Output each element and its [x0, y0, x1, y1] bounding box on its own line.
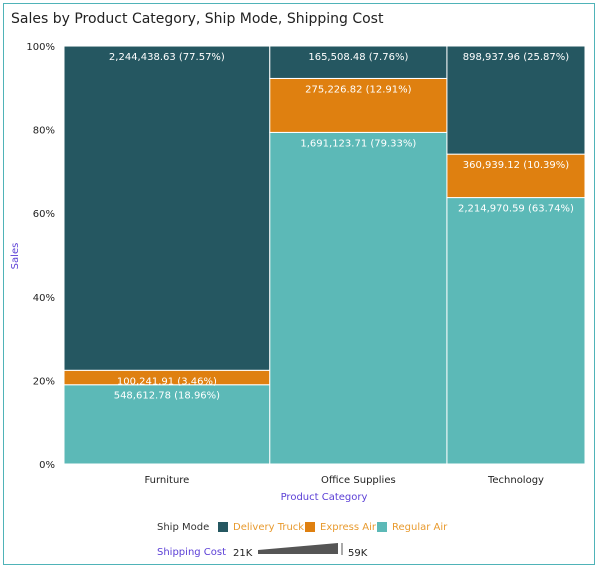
data-label-office-supplies-regular-air: 1,691,123.71 (79.33%): [300, 138, 416, 149]
y-tick-label: 80%: [33, 126, 55, 137]
ship-mode-legend: Ship Mode Delivery Truck Express Air Reg…: [157, 522, 448, 533]
y-axis: 0% 20% 40% 60% 80% 100%: [26, 42, 55, 471]
data-label-office-supplies-delivery-truck: 165,508.48 (7.76%): [308, 52, 408, 63]
legend-label-express-air[interactable]: Express Air: [320, 522, 377, 533]
chart-title: Sales by Product Category, Ship Mode, Sh…: [11, 11, 384, 27]
shipping-cost-size-legend: Shipping Cost 21K 59K: [157, 543, 368, 559]
bar-segment-furniture-regular-air[interactable]: [63, 384, 271, 465]
data-label-technology-delivery-truck: 898,937.96 (25.87%): [463, 52, 569, 63]
x-tick-label-office-supplies: Office Supplies: [321, 475, 396, 486]
bar-segment-office-supplies-regular-air[interactable]: [269, 131, 448, 465]
y-tick-label: 20%: [33, 376, 55, 387]
x-axis-title: Product Category: [281, 492, 368, 503]
bar-segment-furniture-delivery-truck[interactable]: [63, 45, 271, 371]
y-axis-title: Sales: [10, 243, 21, 270]
bar-segment-office-supplies-delivery-truck[interactable]: [269, 45, 448, 79]
legend-label-delivery-truck[interactable]: Delivery Truck: [233, 522, 304, 533]
data-label-furniture-express-air: 100,241.91 (3.46%): [117, 376, 217, 387]
size-legend-title: Shipping Cost: [157, 547, 226, 558]
bar-segments: [63, 45, 586, 465]
legend-swatch-express-air[interactable]: [305, 522, 315, 532]
data-label-furniture-regular-air: 548,612.78 (18.96%): [114, 391, 220, 402]
legend-title: Ship Mode: [157, 522, 209, 533]
x-tick-label-technology: Technology: [487, 475, 544, 486]
size-legend-wedge: [258, 543, 338, 554]
size-legend-max: 59K: [348, 548, 368, 559]
bar-segment-office-supplies-express-air[interactable]: [269, 77, 448, 133]
x-tick-label-furniture: Furniture: [144, 475, 189, 486]
size-legend-min: 21K: [233, 548, 253, 559]
bar-segment-technology-regular-air[interactable]: [446, 197, 586, 465]
y-tick-label: 100%: [26, 42, 55, 53]
data-labels: 548,612.78 (18.96%) 100,241.91 (3.46%) 2,2…: [109, 52, 574, 402]
y-tick-label: 0%: [39, 460, 55, 471]
y-tick-label: 60%: [33, 209, 55, 220]
x-axis: Furniture Office Supplies Technology: [144, 475, 544, 486]
bar-segment-technology-delivery-truck[interactable]: [446, 45, 586, 155]
data-label-office-supplies-express-air: 275,226.82 (12.91%): [305, 84, 411, 95]
legend-swatch-regular-air[interactable]: [377, 522, 387, 532]
y-tick-label: 40%: [33, 293, 55, 304]
data-label-furniture-delivery-truck: 2,244,438.63 (77.57%): [109, 52, 225, 63]
legend-swatch-delivery-truck[interactable]: [218, 522, 228, 532]
legend-label-regular-air[interactable]: Regular Air: [392, 522, 448, 533]
data-label-technology-regular-air: 2,214,970.59 (63.74%): [458, 204, 574, 215]
data-label-technology-express-air: 360,939.12 (10.39%): [463, 160, 569, 171]
